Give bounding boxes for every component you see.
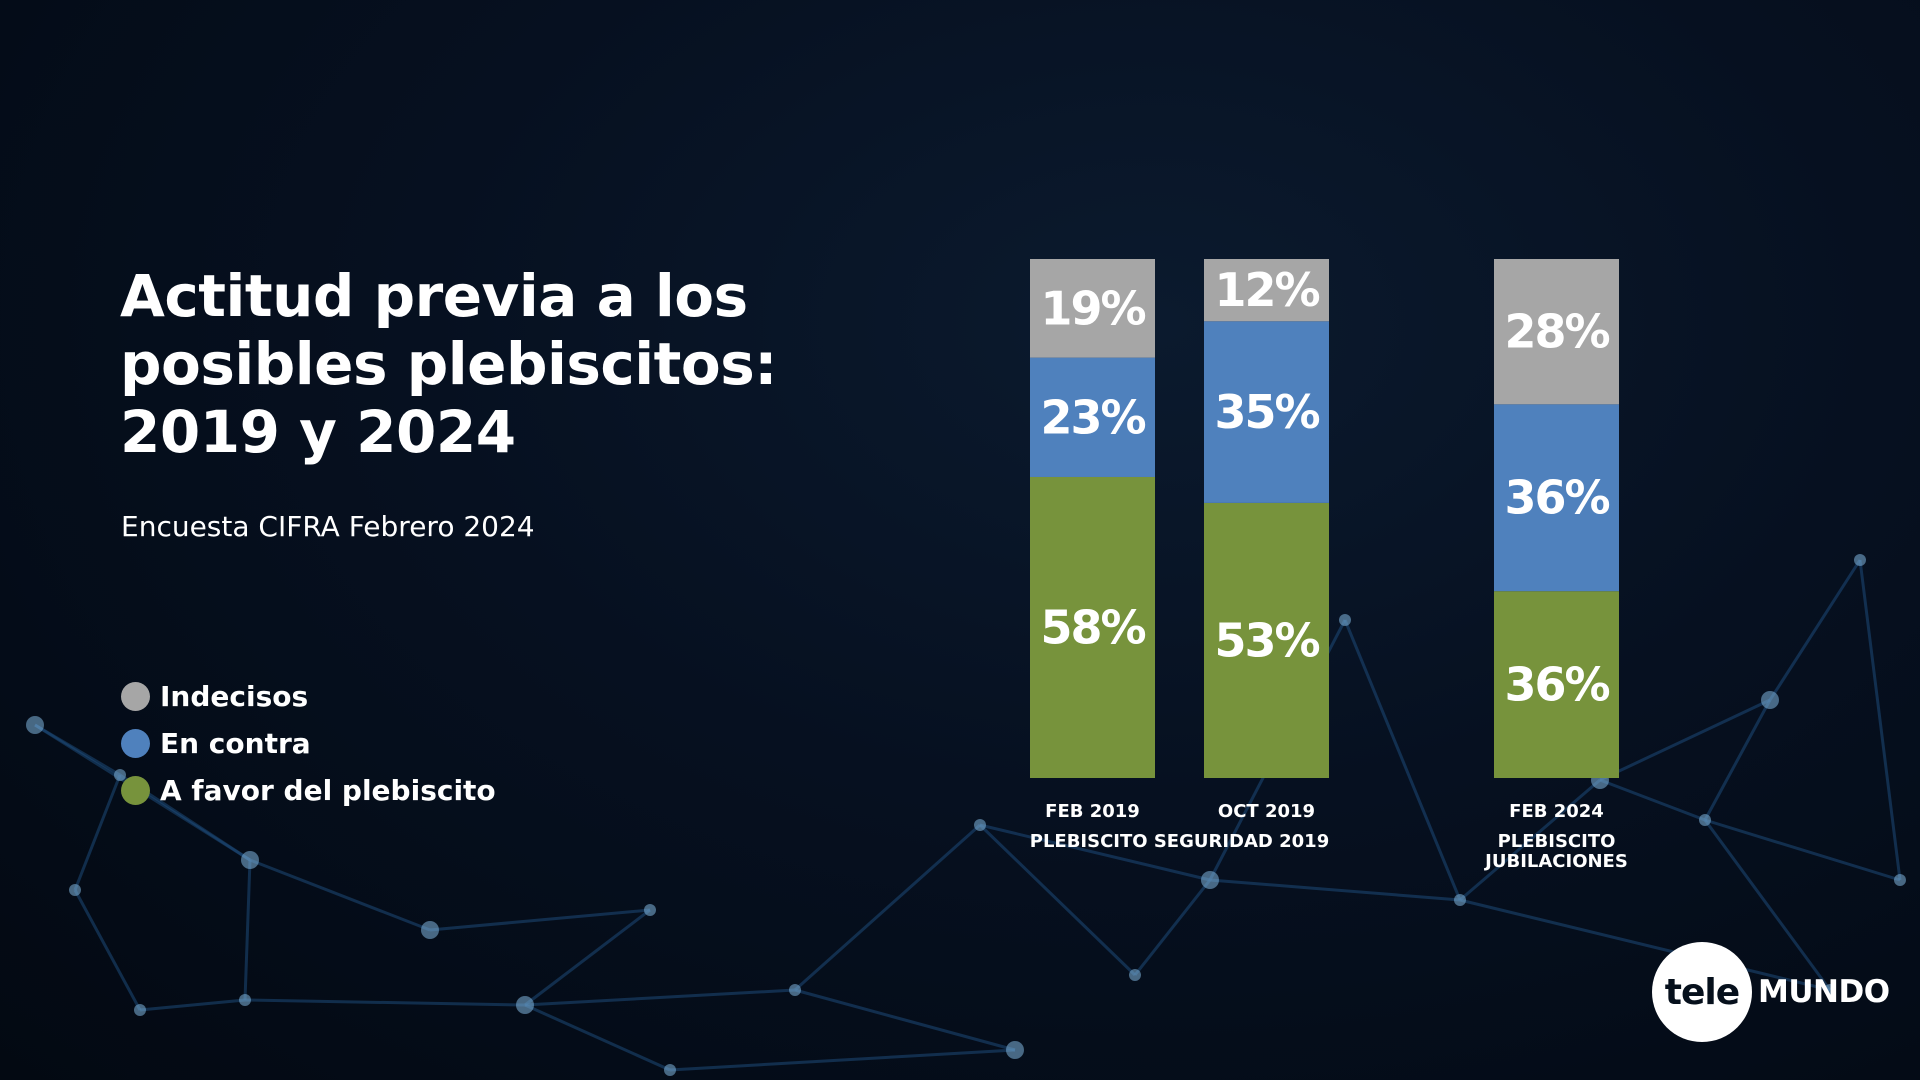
category-label: FEB 2019 xyxy=(1045,801,1140,822)
network-edge xyxy=(1459,898,1831,992)
bar-segment-indecisos-feb-2024 xyxy=(1494,259,1619,405)
data-label: 58% xyxy=(1040,600,1145,654)
data-label: 19% xyxy=(1040,281,1145,335)
network-node xyxy=(516,996,534,1014)
logo-circle: tele xyxy=(1652,942,1752,1042)
telemundo-logo: tele MUNDO xyxy=(1652,942,1890,1042)
network-node xyxy=(1761,691,1779,709)
network-node xyxy=(134,1004,146,1016)
network-node xyxy=(1006,1041,1024,1059)
network-edge xyxy=(1703,819,1832,991)
network-edge xyxy=(524,1003,671,1072)
network-edge xyxy=(794,988,1016,1052)
slide-subtitle: Encuesta CIFRA Febrero 2024 xyxy=(121,510,535,543)
network-node xyxy=(1454,894,1466,906)
bar-segment-en-contra-feb-2019 xyxy=(1030,357,1155,477)
network-node xyxy=(1699,814,1711,826)
bar-segment-indecisos-feb-2019 xyxy=(1030,259,1155,358)
bar-segment-a-favor-del-plebiscito-feb-2019 xyxy=(1030,476,1155,778)
bar-segment-en-contra-oct-2019 xyxy=(1204,321,1329,503)
network-edge xyxy=(794,823,981,992)
network-node xyxy=(1824,984,1836,996)
network-node xyxy=(664,1064,676,1076)
category-label: OCT 2019 xyxy=(1218,801,1315,822)
network-edge xyxy=(73,774,122,891)
network-edge xyxy=(243,859,252,1001)
data-label: 36% xyxy=(1504,658,1609,712)
group-label: JUBILACIONES xyxy=(1483,851,1628,872)
network-edge xyxy=(1768,559,1862,701)
data-label: 53% xyxy=(1214,613,1319,667)
network-edge xyxy=(1703,699,1772,821)
network-node xyxy=(239,994,251,1006)
category-label: FEB 2024 xyxy=(1509,801,1604,822)
network-node xyxy=(1894,874,1906,886)
legend-swatch-a-favor xyxy=(121,775,150,805)
legend-swatch-en-contra xyxy=(121,728,150,758)
network-edge xyxy=(429,908,651,932)
network-node xyxy=(1129,969,1141,981)
network-node xyxy=(1339,614,1351,626)
logo-text-tele: tele xyxy=(1664,971,1740,1013)
network-node xyxy=(114,769,126,781)
bar-segment-a-favor-del-plebiscito-feb-2024 xyxy=(1494,591,1619,778)
network-node xyxy=(1201,871,1219,889)
network-edge xyxy=(669,1048,1016,1072)
data-label: 35% xyxy=(1214,385,1319,439)
bar-segment-a-favor-del-plebiscito-oct-2019 xyxy=(1204,502,1329,778)
network-edge xyxy=(524,988,796,1007)
legend-item-indecisos: Indecisos xyxy=(121,672,496,720)
logo-text-mundo: MUNDO xyxy=(1758,974,1890,1010)
bar-segment-indecisos-oct-2019 xyxy=(1204,259,1329,322)
legend-label: A favor del plebiscito xyxy=(160,773,496,807)
chart-legend: Indecisos En contra A favor del plebisci… xyxy=(121,672,496,813)
data-label: 12% xyxy=(1214,263,1319,317)
network-edge xyxy=(979,823,1211,882)
network-edge xyxy=(1858,559,1902,881)
legend-item-en-contra: En contra xyxy=(121,719,496,767)
network-edge xyxy=(1459,778,1601,902)
network-node xyxy=(644,904,656,916)
legend-item-a-favor: A favor del plebiscito xyxy=(121,766,496,814)
network-node xyxy=(69,884,81,896)
legend-label: Indecisos xyxy=(160,679,309,713)
group-label: PLEBISCITO SEGURIDAD 2019 xyxy=(1030,831,1329,852)
network-edge xyxy=(249,858,431,932)
network-edge xyxy=(1343,619,1462,901)
network-node xyxy=(789,984,801,996)
network-node xyxy=(974,819,986,831)
network-edge xyxy=(524,908,651,1007)
network-edge xyxy=(978,823,1137,977)
network-edge xyxy=(73,889,142,1011)
data-label: 36% xyxy=(1504,471,1609,525)
network-edge xyxy=(139,998,246,1012)
network-node xyxy=(26,716,44,734)
legend-swatch-indecisos xyxy=(121,681,150,711)
network-edge xyxy=(1599,778,1706,822)
network-edge xyxy=(1704,818,1901,882)
data-label: 23% xyxy=(1040,390,1145,444)
network-node xyxy=(1854,554,1866,566)
bar-segment-en-contra-feb-2024 xyxy=(1494,404,1619,592)
network-edge xyxy=(1133,879,1212,976)
network-node xyxy=(421,921,439,939)
legend-label: En contra xyxy=(160,726,311,760)
data-label: 28% xyxy=(1504,305,1609,359)
network-node xyxy=(241,851,259,869)
network-edge xyxy=(1209,878,1461,902)
group-label: PLEBISCITO xyxy=(1498,831,1616,852)
network-edge xyxy=(244,998,526,1007)
network-edge xyxy=(1599,698,1771,782)
slide-title: Actitud previa a los posibles plebiscito… xyxy=(120,262,777,466)
